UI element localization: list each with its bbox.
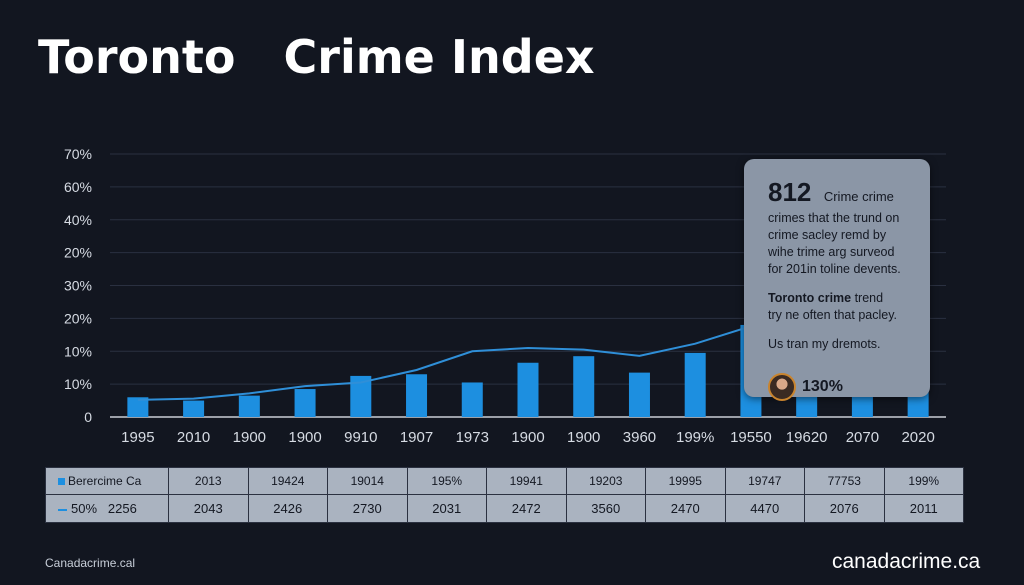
bar <box>461 382 483 417</box>
table-cell: 50% 2256 <box>45 494 169 523</box>
x-tick-label: 1907 <box>400 429 433 446</box>
legend-square-icon <box>58 478 65 486</box>
bar <box>238 395 260 417</box>
table-cell: 2730 <box>327 494 408 523</box>
callout-line: for 201in toline devents. <box>768 262 901 276</box>
y-tick-label: 10% <box>64 376 92 392</box>
footer-left: Canadacrime.cal <box>45 556 136 570</box>
table-cell: 2076 <box>804 494 885 523</box>
chart-title: Toronto Crime Index <box>38 30 595 84</box>
callout-trend-line: Toronto crime trend <box>768 290 916 307</box>
y-tick-label: 60% <box>64 179 92 195</box>
table-cell: 199% <box>883 467 964 495</box>
table-cell: 2472 <box>486 494 567 523</box>
table-row: Berercime Ca 2013 19424 19014 195% 19941… <box>45 467 964 495</box>
y-tick-label: 30% <box>64 278 92 294</box>
callout-person: 130% <box>768 373 916 401</box>
x-tick-label: 3960 <box>623 429 656 446</box>
y-tick-label: 70% <box>64 146 92 162</box>
table-cell: 19995 <box>645 467 726 495</box>
bar <box>127 397 149 417</box>
table-cell: 2031 <box>406 494 487 523</box>
x-tick-label: 1900 <box>511 429 544 446</box>
table-cell: 2043 <box>168 494 249 523</box>
callout-value: 812 <box>768 177 812 207</box>
avatar <box>768 373 796 401</box>
callout-bold: Toronto crime <box>768 291 852 305</box>
x-tick-label: 19550 <box>730 429 772 446</box>
table-row: 50% 2256 2043 2426 2730 2031 2472 3560 2… <box>45 494 964 523</box>
y-tick-label: 40% <box>64 212 92 228</box>
x-tick-label: 2010 <box>177 429 210 446</box>
y-tick-label: 20% <box>64 310 92 326</box>
bar <box>573 356 595 417</box>
x-tick-label: 199% <box>676 429 714 446</box>
callout-line: try ne often that pacley. <box>768 308 898 322</box>
table-cell: 19014 <box>327 467 408 495</box>
x-tick-label: 1995 <box>121 429 154 446</box>
table-cell: 19424 <box>247 467 328 495</box>
table-cell: Berercime Ca <box>45 467 169 495</box>
y-tick-label: 0 <box>84 409 92 425</box>
x-tick-label: 2070 <box>846 429 879 446</box>
x-tick-label: 1900 <box>288 429 321 446</box>
legend-line-icon <box>58 508 67 511</box>
table-cell: 19203 <box>565 467 646 495</box>
table-cell: 2011 <box>883 494 964 523</box>
callout-panel: 812 Crime crime crimes that the trund on… <box>744 159 930 401</box>
bar <box>350 375 372 417</box>
callout-bold-tail: trend <box>851 291 884 305</box>
bar <box>406 374 428 417</box>
callout-line: crimes that the trund on <box>768 211 900 225</box>
x-tick-label: 9910 <box>344 429 377 446</box>
callout-line: crime sacley remd by <box>768 228 887 242</box>
x-tick-label: 2020 <box>901 429 934 446</box>
table-cell: 3560 <box>565 494 646 523</box>
callout-line: wihe trime arg surveod <box>768 245 895 259</box>
callout-percent: 130% <box>802 378 843 395</box>
bar <box>183 400 205 417</box>
y-tick-label: 10% <box>64 343 92 359</box>
table-cell: 19941 <box>486 467 567 495</box>
callout-line: Us tran my dremots. <box>768 337 881 351</box>
bar <box>628 372 650 417</box>
table-cell: 2013 <box>168 467 249 495</box>
table-cell: 195% <box>406 467 487 495</box>
x-tick-label: 1900 <box>567 429 600 446</box>
table-cell: 19747 <box>724 467 805 495</box>
footer-right: canadacrime.ca <box>832 550 981 573</box>
x-tick-label: 1973 <box>456 429 489 446</box>
data-table: Berercime Ca 2013 19424 19014 195% 19941… <box>45 467 964 523</box>
y-tick-label: 20% <box>64 245 92 261</box>
bar <box>684 352 706 417</box>
x-tick-label: 19620 <box>786 429 828 446</box>
callout-heading: Crime crime <box>823 189 894 204</box>
bar <box>294 389 316 417</box>
x-tick-label: 1900 <box>233 429 266 446</box>
table-cell: 2426 <box>247 494 328 523</box>
bar <box>517 362 539 417</box>
table-cell: 77753 <box>804 467 885 495</box>
table-cell: 2470 <box>645 494 726 523</box>
table-cell: 4470 <box>724 494 805 523</box>
